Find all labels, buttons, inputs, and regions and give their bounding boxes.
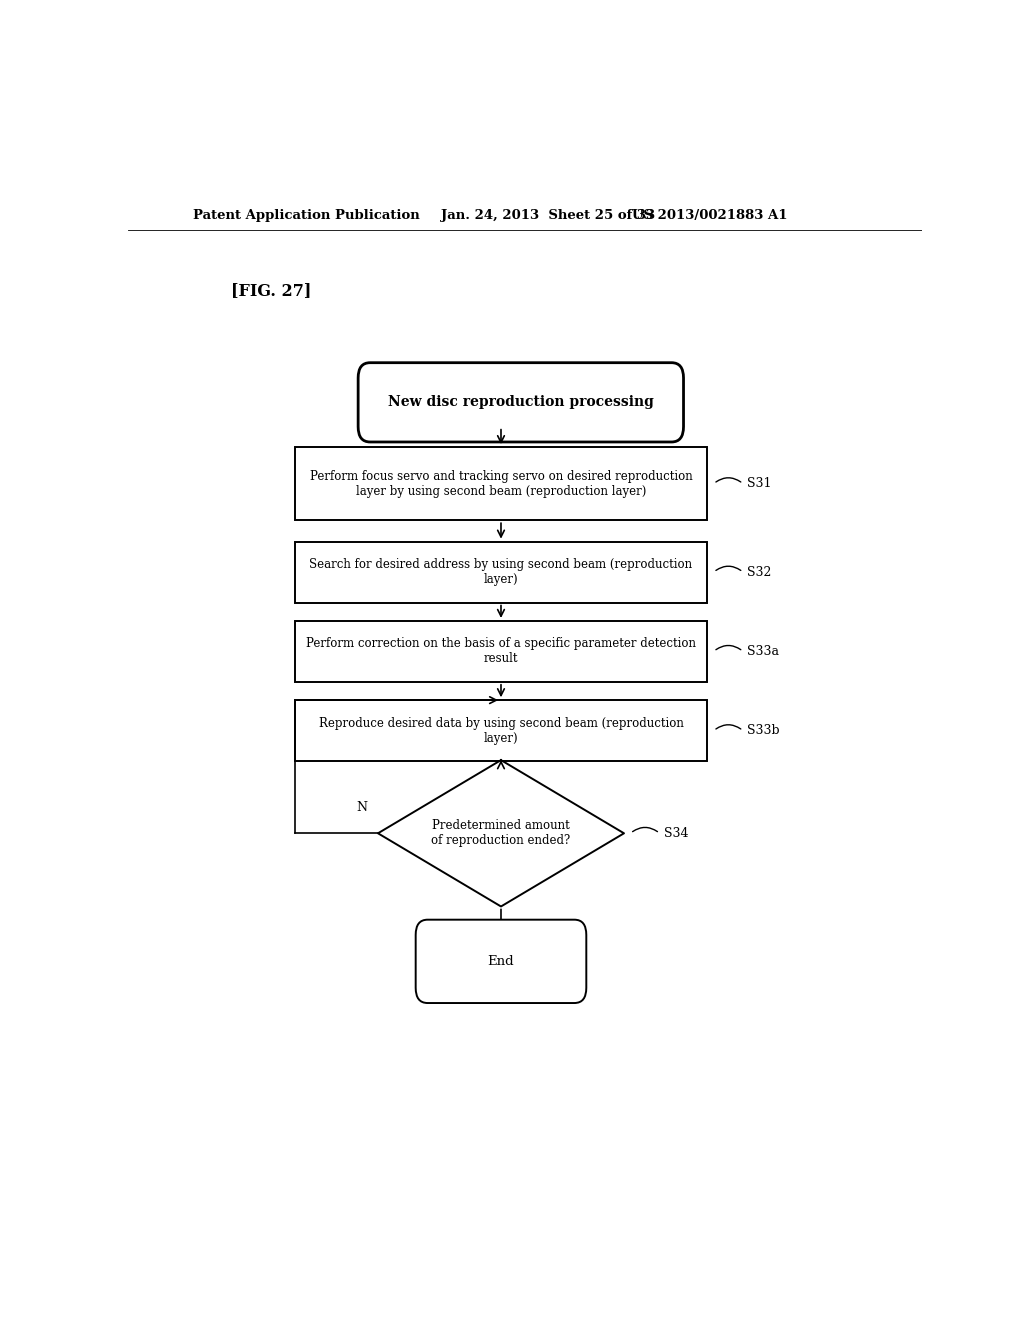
Text: S34: S34 — [664, 826, 688, 840]
Text: S33b: S33b — [748, 725, 779, 737]
Text: S31: S31 — [748, 477, 771, 490]
Text: N: N — [356, 801, 368, 814]
Bar — [295, 700, 708, 762]
Polygon shape — [378, 760, 624, 907]
Text: US 2013/0021883 A1: US 2013/0021883 A1 — [632, 209, 787, 222]
FancyBboxPatch shape — [416, 920, 587, 1003]
Text: S32: S32 — [748, 565, 771, 578]
Text: Y: Y — [477, 923, 485, 936]
Bar — [295, 541, 708, 602]
FancyBboxPatch shape — [358, 363, 684, 442]
Bar — [295, 620, 708, 682]
Text: Reproduce desired data by using second beam (reproduction
layer): Reproduce desired data by using second b… — [318, 717, 683, 744]
Text: New disc reproduction processing: New disc reproduction processing — [388, 395, 653, 409]
Text: Predetermined amount
of reproduction ended?: Predetermined amount of reproduction end… — [431, 820, 570, 847]
Text: Perform focus servo and tracking servo on desired reproduction
layer by using se: Perform focus servo and tracking servo o… — [309, 470, 692, 498]
Text: Perform correction on the basis of a specific parameter detection
result: Perform correction on the basis of a spe… — [306, 638, 696, 665]
Text: Patent Application Publication: Patent Application Publication — [194, 209, 420, 222]
Text: End: End — [487, 954, 514, 968]
Text: Jan. 24, 2013  Sheet 25 of 33: Jan. 24, 2013 Sheet 25 of 33 — [441, 209, 655, 222]
Text: [FIG. 27]: [FIG. 27] — [231, 282, 311, 300]
Text: Search for desired address by using second beam (reproduction
layer): Search for desired address by using seco… — [309, 558, 692, 586]
Bar — [295, 447, 708, 520]
Text: S33a: S33a — [748, 645, 779, 657]
